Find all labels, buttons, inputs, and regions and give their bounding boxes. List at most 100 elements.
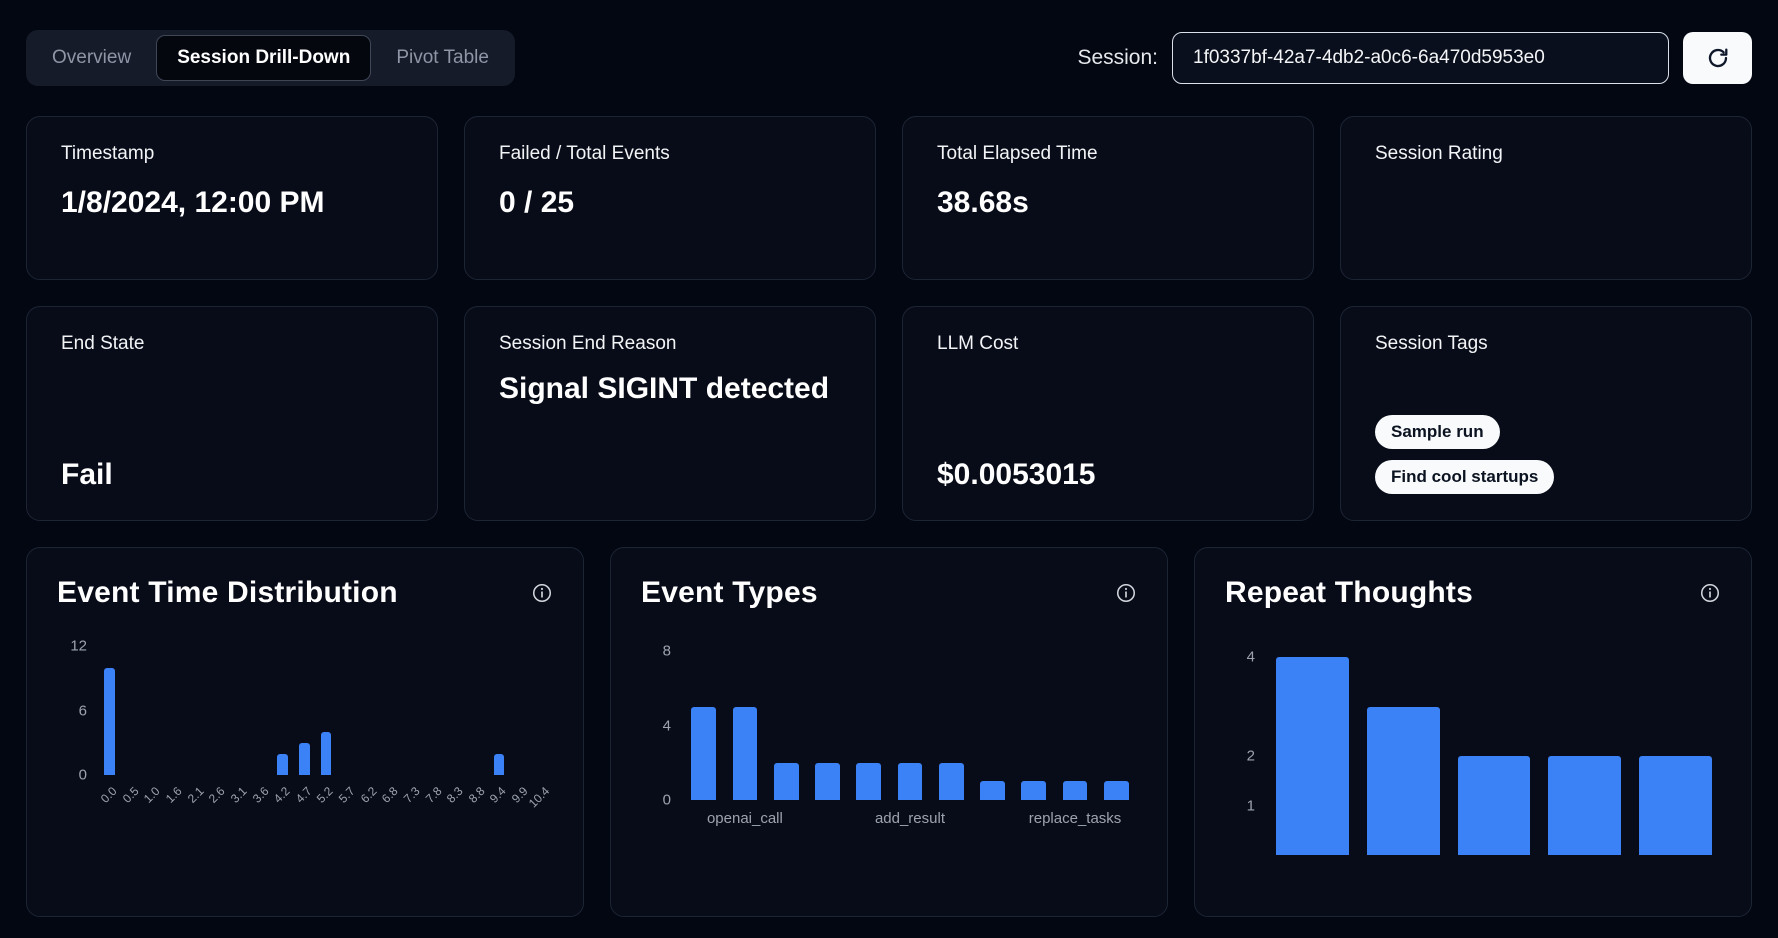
- info-icon[interactable]: [531, 582, 553, 604]
- x-tick-label: 0.5: [119, 784, 142, 806]
- stat-card-session-tags: Session Tags Sample run Find cool startu…: [1340, 306, 1752, 521]
- bar: [1366, 707, 1440, 855]
- stat-label: Timestamp: [61, 143, 155, 164]
- stat-value: $0.0053015: [937, 458, 1096, 491]
- bar: [104, 668, 116, 775]
- stat-card-failed-total-events: Failed / Total Events 0 / 25: [464, 116, 876, 280]
- bar-chart: 0 4 8 openai_call add_result replace_tasks: [641, 640, 1137, 827]
- bar-chart: 0 6 12 0.0 0.5 1.0 1.6 2.1 2.6 3.1 3.6 4.2 4.7 5.2 5.7…: [57, 637, 553, 844]
- info-icon[interactable]: [1115, 582, 1137, 604]
- session-tag: Find cool startups: [1375, 460, 1555, 494]
- stat-card-session-end-reason: Session End Reason Signal SIGINT detecte…: [464, 306, 876, 521]
- x-tick-label: add_result: [874, 810, 945, 827]
- y-tick-label: 0: [78, 766, 87, 784]
- stat-value: 38.68s: [937, 186, 1029, 219]
- chart-header: Event Time Distribution: [57, 576, 553, 610]
- bar: [299, 743, 310, 775]
- stat-label: Session End Reason: [499, 333, 677, 354]
- stat-card-timestamp: Timestamp 1/8/2024, 12:00 PM: [26, 116, 438, 280]
- chart-card-repeat-thoughts: Repeat Thoughts 1 2 4: [1194, 547, 1752, 917]
- stat-label: End State: [61, 333, 145, 354]
- bar: [938, 763, 964, 800]
- stat-label: Session Rating: [1375, 143, 1503, 164]
- chart-header: Repeat Thoughts: [1225, 576, 1721, 610]
- stat-card-session-rating: Session Rating: [1340, 116, 1752, 280]
- stat-label: Session Tags: [1375, 333, 1488, 354]
- bar: [732, 707, 758, 800]
- x-tick-label: 2.6: [206, 784, 228, 806]
- bar-chart: 1 2 4: [1225, 640, 1721, 855]
- x-tick-label: replace_tasks: [1028, 810, 1122, 827]
- tab-session-drill-down[interactable]: Session Drill-Down: [156, 35, 372, 81]
- bar: [1457, 756, 1531, 855]
- bar: [277, 754, 289, 775]
- y-tick-label: 1: [1246, 797, 1255, 815]
- session-tags-list: Sample run Find cool startups: [1375, 415, 1717, 494]
- x-tick-label: 3.6: [249, 784, 272, 806]
- x-tick-label: 3.1: [227, 784, 250, 806]
- x-tick-label: 1.6: [162, 784, 185, 806]
- bar: [493, 754, 505, 775]
- stat-value: 0 / 25: [499, 186, 575, 219]
- x-tick-label: openai_call: [706, 810, 783, 827]
- chart-header: Event Types: [641, 576, 1137, 610]
- x-tick-label: 2.1: [184, 784, 207, 806]
- session-drilldown-page: Overview Session Drill-Down Pivot Table …: [26, 30, 1752, 917]
- x-tick-label: 1.0: [141, 784, 163, 806]
- chart-title: Event Types: [641, 576, 818, 609]
- x-tick-label: 7.3: [400, 784, 423, 806]
- x-tick-label: 7.8: [422, 784, 445, 806]
- y-tick-label: 12: [70, 637, 87, 655]
- refresh-button[interactable]: [1683, 32, 1752, 84]
- stat-card-llm-cost: LLM Cost $0.0053015: [902, 306, 1314, 521]
- view-tabs: Overview Session Drill-Down Pivot Table: [26, 30, 515, 86]
- stat-card-end-state: End State Fail: [26, 306, 438, 521]
- stat-value: Signal SIGINT detected: [499, 372, 830, 405]
- x-tick-label: 4.2: [271, 784, 293, 806]
- chart-title: Repeat Thoughts: [1225, 576, 1473, 609]
- bar: [897, 763, 923, 800]
- stats-grid: Timestamp 1/8/2024, 12:00 PM Failed / To…: [26, 116, 1752, 521]
- y-tick-label: 0: [662, 791, 671, 809]
- bar: [815, 763, 840, 800]
- x-tick-label: 4.7: [292, 784, 315, 806]
- session-tag: Sample run: [1375, 415, 1500, 449]
- bar: [773, 763, 799, 800]
- session-selector: Session:: [1077, 32, 1752, 84]
- x-tick-label: 8.8: [465, 784, 488, 806]
- bar: [691, 707, 716, 800]
- x-tick-label: 9.4: [487, 784, 509, 806]
- session-label: Session:: [1077, 46, 1158, 69]
- info-icon[interactable]: [1699, 582, 1721, 604]
- x-tick-label: 5.7: [335, 784, 358, 806]
- bar: [856, 763, 882, 800]
- x-tick-label: 6.8: [379, 784, 401, 806]
- y-tick-label: 4: [1246, 648, 1255, 666]
- top-bar: Overview Session Drill-Down Pivot Table …: [26, 30, 1752, 86]
- x-tick-label: 0.0: [98, 784, 120, 806]
- chart-card-event-time-distribution: Event Time Distribution 0 6 12 0.0 0.5 1.0 1.6…: [26, 547, 584, 917]
- bar: [1062, 781, 1088, 800]
- y-tick-label: 8: [662, 642, 671, 660]
- stat-value: 1/8/2024, 12:00 PM: [61, 186, 325, 219]
- bar: [1021, 781, 1047, 800]
- bar: [980, 781, 1005, 800]
- bar: [1639, 756, 1712, 855]
- bar: [1103, 781, 1129, 800]
- chart-title: Event Time Distribution: [57, 576, 398, 609]
- y-tick-label: 6: [78, 702, 87, 720]
- stat-label: Total Elapsed Time: [937, 143, 1098, 164]
- y-tick-label: 2: [1246, 747, 1255, 765]
- tab-overview[interactable]: Overview: [31, 35, 152, 81]
- refresh-icon: [1708, 48, 1727, 68]
- bar: [320, 732, 332, 775]
- chart-card-event-types: Event Types 0 4 8 openai_call add_result repl…: [610, 547, 1168, 917]
- stat-card-total-elapsed-time: Total Elapsed Time 38.68s: [902, 116, 1314, 280]
- stat-label: Failed / Total Events: [499, 143, 670, 164]
- x-tick-label: 5.2: [314, 784, 336, 806]
- bar: [1276, 657, 1349, 855]
- session-id-input[interactable]: [1172, 32, 1669, 84]
- tab-pivot-table[interactable]: Pivot Table: [375, 35, 510, 81]
- stat-label: LLM Cost: [937, 333, 1019, 354]
- x-tick-label: 8.3: [444, 784, 466, 806]
